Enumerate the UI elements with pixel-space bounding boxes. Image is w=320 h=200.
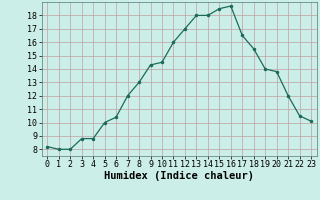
X-axis label: Humidex (Indice chaleur): Humidex (Indice chaleur) <box>104 171 254 181</box>
